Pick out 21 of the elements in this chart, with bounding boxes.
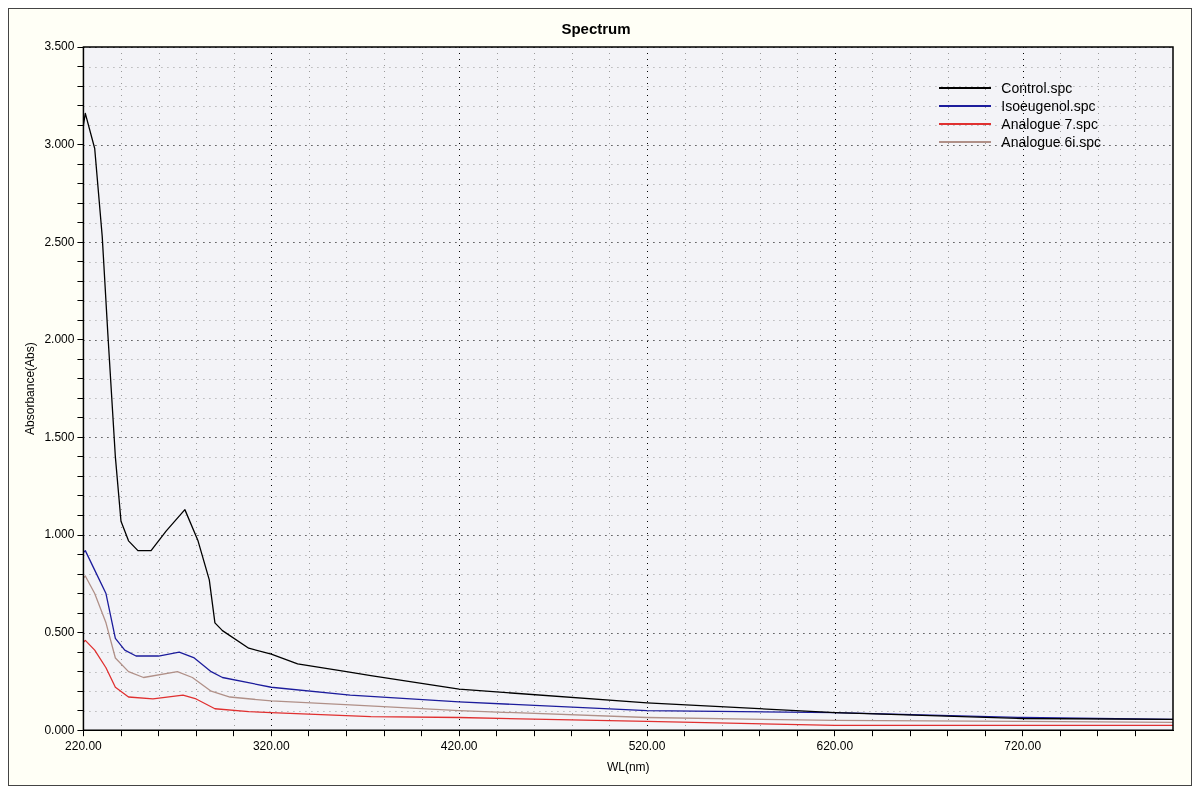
y-tick-label: 3.500 (44, 39, 75, 54)
x-tick-label: 320.00 (252, 738, 290, 753)
y-tick-label: 1.500 (44, 429, 75, 444)
y-axis-title: Absorbance(Abs) (22, 342, 37, 435)
y-tick-label: 0.000 (44, 722, 75, 737)
legend-label: Control.spc (1001, 79, 1073, 97)
legend-label: Analogue 7.spc (1001, 115, 1098, 133)
x-tick-label: 220.00 (65, 738, 103, 753)
y-tick-label: 3.000 (44, 136, 75, 151)
y-tick-label: 1.000 (44, 527, 75, 542)
x-axis-title: WL(nm) (606, 760, 650, 775)
x-tick-label: 720.00 (1004, 738, 1042, 753)
legend-label: Analogue 6i.spc (1001, 133, 1101, 151)
y-tick-label: 2.000 (44, 332, 75, 347)
y-tick-label: 0.500 (44, 624, 75, 639)
x-tick-label: 420.00 (440, 738, 478, 753)
x-tick-label: 520.00 (628, 738, 666, 753)
legend-label: Isoeugenol.spc (1001, 97, 1096, 115)
x-tick-label: 620.00 (816, 738, 854, 753)
chart-title: Spectrum (561, 20, 631, 38)
y-tick-label: 2.500 (44, 234, 75, 249)
